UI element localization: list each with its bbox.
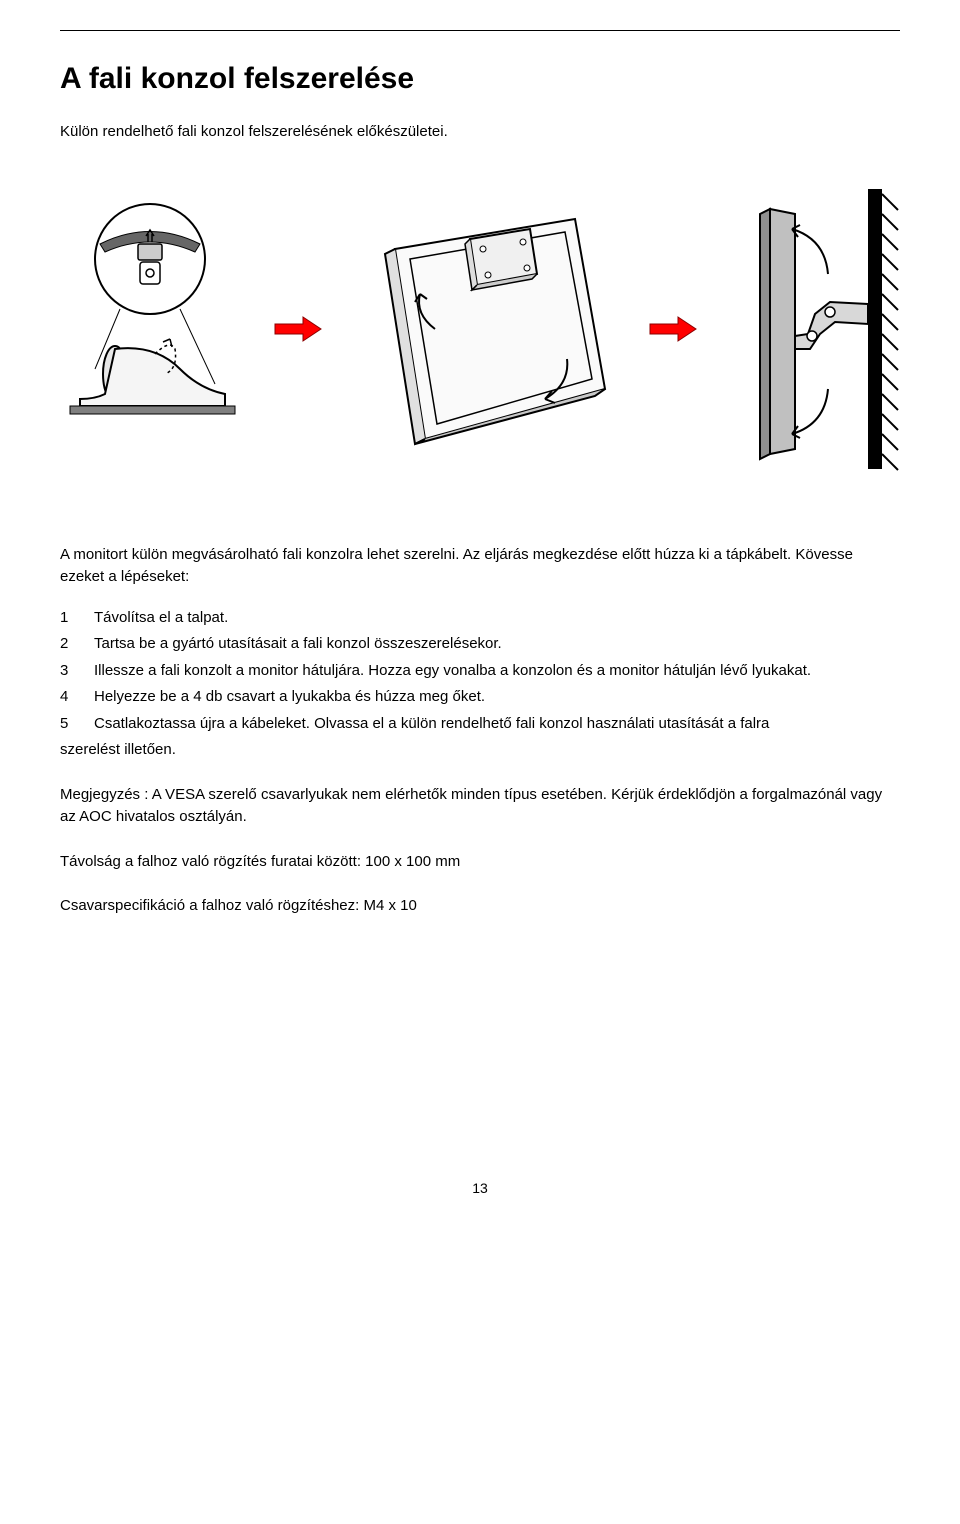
- page-title: A fali konzol felszerelése: [60, 56, 900, 101]
- step-text: Távolítsa el a talpat.: [94, 607, 228, 630]
- step-item: 5 Csatlakoztassa újra a kábeleket. Olvas…: [60, 713, 900, 736]
- figure-1: [60, 194, 240, 464]
- step-text: Tartsa be a gyártó utasításait a fali ko…: [94, 633, 502, 656]
- step-text: Helyezze be a 4 db csavart a lyukakba és…: [94, 686, 485, 709]
- step-item: 2 Tartsa be a gyártó utasításait a fali …: [60, 633, 900, 656]
- step-item: 4 Helyezze be a 4 db csavart a lyukakba …: [60, 686, 900, 709]
- top-rule: [60, 30, 900, 31]
- page-number: 13: [60, 1178, 900, 1199]
- step-number: 3: [60, 660, 74, 683]
- step-number: 1: [60, 607, 74, 630]
- below-figure-text: A monitort külön megvásárolható fali kon…: [60, 544, 900, 589]
- steps-list: 1 Távolítsa el a talpat. 2 Tartsa be a g…: [60, 607, 900, 762]
- spec-distance: Távolság a falhoz való rögzítés furatai …: [60, 851, 900, 874]
- intro-text: Külön rendelhető fali konzol felszerelés…: [60, 121, 900, 144]
- figure-3: [730, 184, 900, 474]
- step-number: 4: [60, 686, 74, 709]
- arrow-icon: [648, 314, 698, 344]
- step-text: Csatlakoztassa újra a kábeleket. Olvassa…: [94, 713, 769, 736]
- step-number: 5: [60, 713, 74, 736]
- spec-screw: Csavarspecifikáció a falhoz való rögzíté…: [60, 895, 900, 918]
- step-number: 2: [60, 633, 74, 656]
- figure-2: [355, 199, 615, 459]
- step-item: 1 Távolítsa el a talpat.: [60, 607, 900, 630]
- figure-row: [60, 184, 900, 474]
- step-text: Illessze a fali konzolt a monitor hátulj…: [94, 660, 811, 683]
- note-text: Megjegyzés : A VESA szerelő csavarlyukak…: [60, 784, 900, 829]
- step-item: 3 Illessze a fali konzolt a monitor hátu…: [60, 660, 900, 683]
- step5-tail: szerelést illetően.: [60, 739, 900, 762]
- arrow-icon: [273, 314, 323, 344]
